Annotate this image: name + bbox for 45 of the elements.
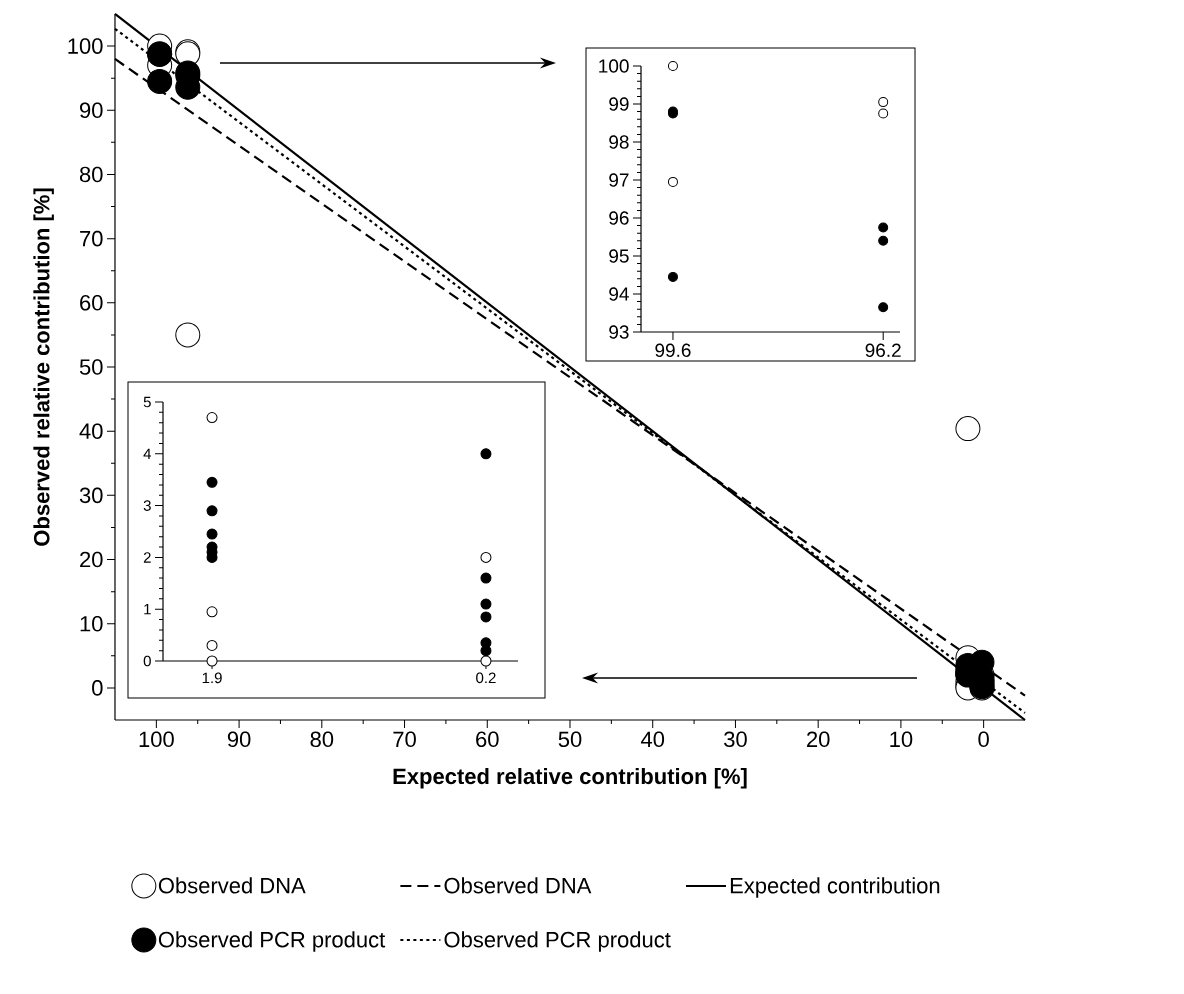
- y-tick-label: 100: [68, 38, 103, 54]
- x-tick-label: 0: [978, 731, 989, 748]
- x-tick-label: 96.2: [865, 343, 901, 357]
- y-tick-label: 98: [609, 135, 629, 149]
- legend-label: Observed PCR product: [158, 931, 386, 952]
- y-tick-label: 5: [143, 396, 151, 408]
- y-tick-label: 40: [79, 423, 103, 439]
- x-tick-label: 60: [476, 731, 499, 748]
- y-tick-label: 100: [599, 59, 629, 73]
- x-tick-label: 10: [890, 731, 913, 748]
- x-tick-label: 70: [393, 731, 416, 748]
- x-tick-label: 80: [310, 731, 334, 748]
- y-tick-label: 70: [80, 230, 103, 247]
- y-tick-label: 94: [609, 287, 629, 301]
- x-tick-label: 40: [640, 731, 665, 748]
- x-tick-label: 20: [807, 731, 830, 748]
- x-tick-label: 90: [227, 731, 251, 748]
- y-tick-label: 97: [609, 173, 629, 187]
- x-tick-label: 1.9: [202, 672, 222, 684]
- y-tick-label: 50: [79, 359, 103, 375]
- legend-label: Observed DNA: [158, 877, 306, 894]
- y-tick-label: 95: [609, 249, 629, 263]
- y-tick-label: 30: [79, 487, 103, 504]
- y-tick-label: 10: [80, 615, 103, 632]
- y-tick-label: 90: [80, 102, 103, 119]
- x-tick-label: 0.2: [476, 672, 496, 684]
- legend-label: Expected contribution: [730, 877, 940, 898]
- y-tick-label: 80: [79, 166, 103, 183]
- y-tick-label: 60: [80, 295, 103, 311]
- y-tick-label: 93: [609, 325, 629, 339]
- legend-label: Observed PCR product: [444, 931, 671, 952]
- y-tick-label: 3: [143, 500, 151, 511]
- y-tick-label: 0: [143, 655, 151, 667]
- x-tick-label: 50: [558, 731, 582, 748]
- y-tick-label: 20: [80, 551, 103, 568]
- y-axis-title: Observed relative contribution [%]: [33, 188, 54, 546]
- y-tick-label: 4: [143, 448, 152, 459]
- x-axis-title: Expected relative contribution [%]: [393, 767, 747, 789]
- y-tick-label: 1: [144, 604, 151, 615]
- y-tick-label: 96: [609, 211, 629, 225]
- x-tick-label: 30: [724, 731, 747, 748]
- x-tick-label: 99.6: [655, 343, 691, 357]
- legend-label: Observed DNA: [444, 877, 592, 894]
- y-tick-label: 99: [609, 97, 629, 111]
- y-tick-label: 2: [143, 552, 151, 563]
